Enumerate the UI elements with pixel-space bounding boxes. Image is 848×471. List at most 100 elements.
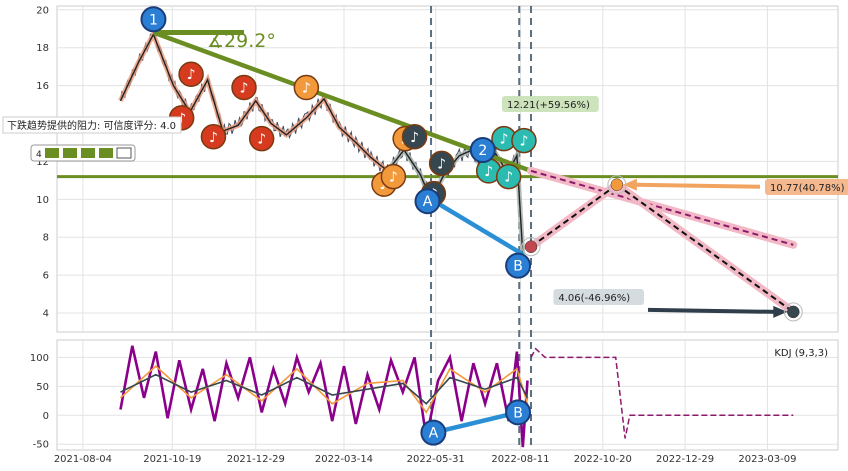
- wave-marker-2-label: 2: [478, 143, 487, 159]
- annotation-layer: 12.21(+59.56%) 10.77(40.78%) 4.06(-46.96%)…: [2, 30, 848, 305]
- resistance-note-box: [2, 116, 182, 134]
- projection-line: [616, 183, 794, 313]
- x-tick-label: 2022-08-11: [491, 454, 549, 465]
- kdj-marker-B: [505, 399, 532, 426]
- x-tick-label: 2022-10-20: [574, 454, 632, 465]
- x-tick-label: 2022-03-14: [315, 454, 373, 465]
- wave-marker-B: [505, 252, 532, 279]
- price-y-tick-label: 20: [36, 5, 49, 16]
- projection-line: [530, 183, 618, 248]
- kdj-y-tick-label: -50: [33, 440, 49, 451]
- note-marker: [231, 74, 257, 101]
- annotation-downside: 4.06(-46.96%): [558, 293, 630, 304]
- rating-star-icon: [63, 148, 77, 158]
- note-marker: [428, 150, 455, 177]
- kdj-series-J: [119, 345, 529, 448]
- x-tick-label: 2021-10-19: [143, 454, 201, 465]
- music-note-icon: ♪: [437, 156, 446, 172]
- note-marker: [401, 124, 428, 150]
- gridlines: [57, 6, 838, 450]
- annotation-mid-target-box: [765, 179, 848, 195]
- price-y-tick-label: 6: [43, 271, 49, 282]
- target-point-ring: [607, 175, 627, 195]
- target-point: [787, 305, 800, 319]
- x-tick-label: 2022-12-29: [656, 454, 714, 465]
- target-point-ring: [521, 237, 541, 257]
- note-marker: [380, 163, 407, 190]
- kdj-y-ticks: -50 0 50 100: [30, 353, 49, 451]
- kdj-series-D: [120, 373, 529, 405]
- kdj-projection: [530, 347, 794, 439]
- trend-line-resistance: [152, 30, 532, 174]
- music-note-icon: ♪: [504, 170, 513, 186]
- target-arrow-up-head: [622, 178, 637, 191]
- music-note-icon: ♪: [209, 130, 218, 146]
- price-y-ticks: 4 6 8 10 12 16 18 20: [36, 5, 49, 319]
- note-marker: [248, 125, 275, 152]
- note-marker: [178, 61, 204, 87]
- projection-line: [530, 169, 794, 246]
- target-point: [524, 240, 538, 253]
- note-marker: [495, 163, 522, 190]
- annotation-downside-box: [553, 289, 644, 305]
- music-note-icon: ♪: [177, 111, 186, 127]
- rating-star-icon: [81, 148, 95, 158]
- rating-empty-icon: [116, 147, 132, 159]
- wave-marker-1-label: 1: [149, 12, 158, 28]
- rating-prefix: 4: [36, 150, 42, 160]
- price-y-tick-label: 18: [36, 43, 49, 54]
- kdj-y-tick-label: 100: [30, 353, 49, 364]
- music-note-icon: ♪: [240, 81, 249, 97]
- target-arrow-down-head: [773, 305, 788, 318]
- music-note-icon: ♪: [410, 130, 419, 146]
- kdj-y-tick-label: 50: [36, 382, 49, 393]
- x-tick-label: 2021-08-04: [54, 454, 112, 465]
- music-note-icon: ♪: [257, 132, 266, 148]
- price-y-tick-label: 8: [43, 233, 49, 244]
- x-tick-label: 2022-05-31: [407, 454, 465, 465]
- target-point-ring: [783, 302, 803, 322]
- music-note-icon: ♪: [519, 134, 528, 150]
- music-note-icon: ♪: [389, 170, 398, 186]
- price-y-tick-label: 12: [36, 157, 49, 168]
- target-point: [610, 178, 624, 191]
- annotation-upside: 12.21(+59.56%): [507, 100, 590, 111]
- rating-star-icon: [45, 148, 59, 158]
- target-arrow-down: [647, 307, 778, 314]
- music-note-icon: ♪: [484, 164, 493, 180]
- wave-marker-2: [469, 137, 496, 164]
- x-tick-label: 2021-12-29: [227, 454, 285, 465]
- target-arrow-up: [632, 182, 761, 189]
- note-marker: [200, 124, 227, 150]
- annotation-upside-box: [502, 96, 599, 112]
- trend-line-support: [429, 197, 524, 257]
- resistance-note: 下跌趋势提供的阻力: 可信度评分: 4.0: [7, 119, 176, 132]
- price-y-tick-label: 16: [36, 81, 49, 92]
- angle-label: ∡29.2°: [207, 30, 276, 52]
- wave-marker-1: [140, 6, 167, 33]
- music-note-icon: ♪: [302, 81, 311, 97]
- kdj-y-tick-label: 0: [43, 411, 49, 422]
- price-y-tick-label: 10: [36, 195, 49, 206]
- music-note-icon: ♪: [187, 67, 196, 83]
- annotation-mid-target: 10.77(40.78%): [770, 183, 845, 194]
- kdj-panel-frame: [56, 339, 839, 451]
- kdj-marker-A-label: A: [429, 426, 439, 442]
- x-tick-label: 2023-03-09: [738, 454, 796, 465]
- kdj-plot-area: A B KDJ (9,3,3): [119, 345, 828, 448]
- wave-marker-A-label: A: [423, 194, 433, 210]
- kdj-divergence-line: [432, 410, 519, 435]
- kdj-marker-B-label: B: [513, 405, 523, 421]
- note-marker: [511, 127, 537, 154]
- price-y-tick-label: 4: [43, 309, 49, 320]
- kdj-legend: KDJ (9,3,3): [774, 348, 828, 359]
- x-tick-labels: 2021-08-04 2021-10-19 2021-12-29 2022-03-14…: [54, 454, 797, 465]
- wave-marker-A: [414, 188, 441, 215]
- kdj-series-K: [119, 365, 529, 414]
- kdj-marker-A: [420, 419, 447, 446]
- rating-star-icon: [99, 148, 113, 158]
- note-marker: [293, 74, 320, 101]
- wave-marker-B-label: B: [513, 259, 523, 275]
